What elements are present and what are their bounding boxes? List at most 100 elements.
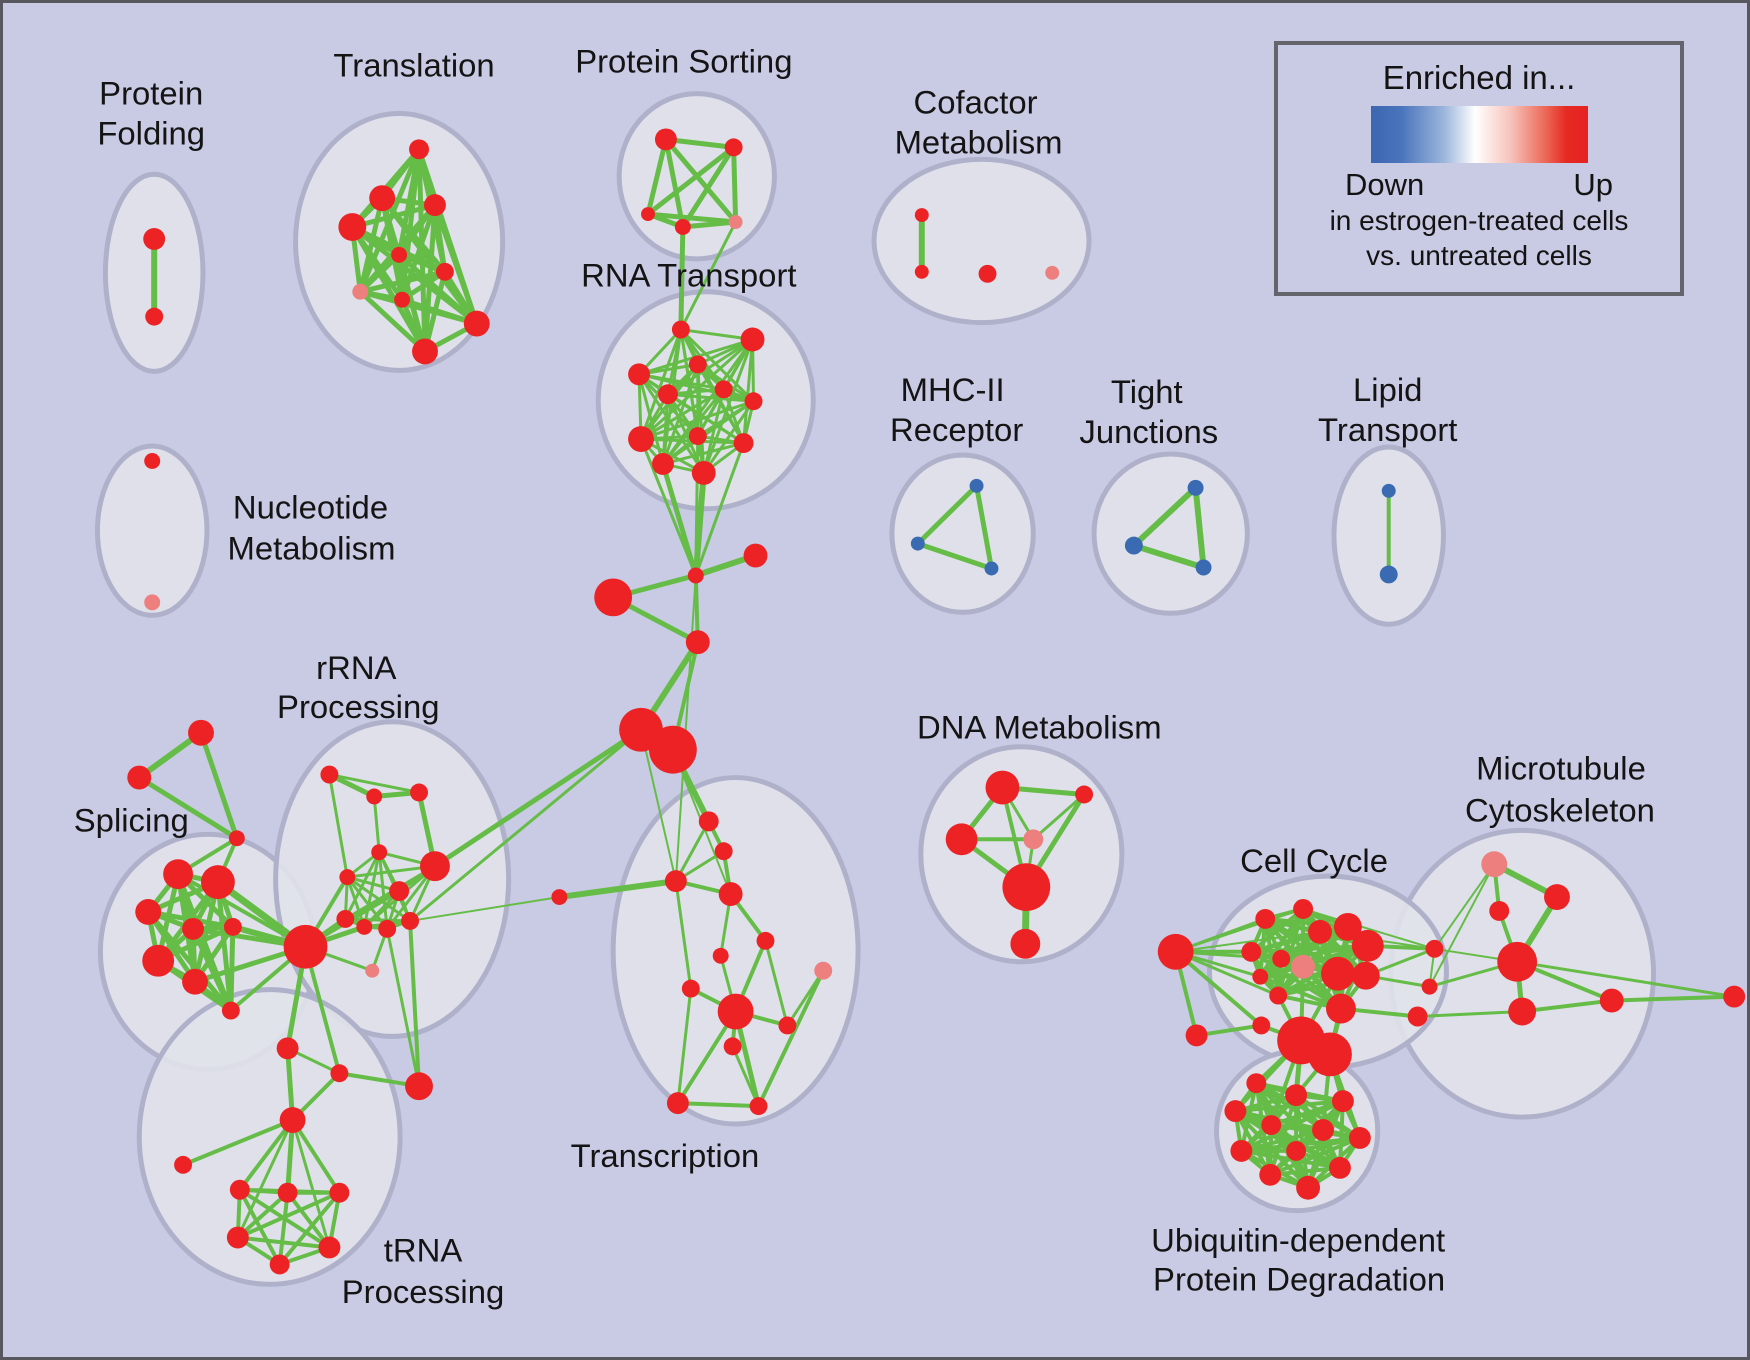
node-x9[interactable] — [778, 1016, 797, 1035]
node-r7[interactable] — [389, 881, 410, 902]
node-tj1[interactable] — [1187, 479, 1204, 496]
node-j3[interactable] — [1407, 1006, 1428, 1027]
node-cf1[interactable] — [914, 208, 929, 223]
node-ps4[interactable] — [674, 219, 691, 235]
node-x4[interactable] — [718, 882, 743, 906]
node-rt2[interactable] — [740, 327, 765, 352]
node-sp7[interactable] — [182, 968, 208, 995]
node-rt5[interactable] — [657, 384, 678, 405]
node-x11[interactable] — [666, 1092, 689, 1115]
node-rt6[interactable] — [714, 380, 733, 399]
node-cc2[interactable] — [1293, 899, 1314, 919]
node-rt12[interactable] — [691, 460, 716, 485]
node-r2[interactable] — [366, 788, 383, 805]
node-t5[interactable] — [391, 246, 408, 263]
node-u5[interactable] — [1261, 1115, 1282, 1135]
node-r8[interactable] — [336, 909, 355, 928]
node-r9[interactable] — [356, 918, 373, 935]
node-sp2[interactable] — [200, 865, 235, 900]
node-t2[interactable] — [369, 185, 396, 212]
node-u11[interactable] — [1259, 1163, 1282, 1186]
node-cf4[interactable] — [1045, 265, 1060, 280]
node-c4[interactable] — [685, 630, 710, 655]
node-j1[interactable] — [1425, 939, 1444, 958]
node-rt1[interactable] — [671, 320, 690, 339]
node-ps5[interactable] — [728, 215, 743, 229]
node-tr6[interactable] — [269, 1254, 290, 1275]
node-c2[interactable] — [743, 543, 768, 568]
node-t8[interactable] — [394, 291, 411, 308]
node-ps1[interactable] — [654, 128, 677, 151]
node-ps3[interactable] — [641, 207, 655, 222]
node-tr1[interactable] — [229, 1179, 250, 1200]
node-cc12[interactable] — [1252, 1016, 1271, 1035]
node-rt11[interactable] — [733, 433, 754, 454]
node-rt4[interactable] — [688, 355, 707, 374]
node-tr4[interactable] — [226, 1226, 249, 1249]
node-s2[interactable] — [127, 765, 152, 790]
node-cch2[interactable] — [1308, 1032, 1352, 1077]
node-mt3[interactable] — [1497, 941, 1538, 982]
node-n1[interactable] — [144, 453, 161, 469]
node-d1[interactable] — [985, 770, 1020, 805]
node-t7[interactable] — [352, 283, 369, 300]
node-r1[interactable] — [320, 765, 339, 784]
node-rt9[interactable] — [688, 427, 707, 446]
node-cc13[interactable] — [1326, 993, 1356, 1024]
node-cf3[interactable] — [978, 264, 997, 283]
node-r14[interactable] — [405, 1072, 433, 1101]
node-cc10[interactable] — [1351, 961, 1380, 990]
node-r13[interactable] — [330, 1064, 349, 1083]
node-mt1[interactable] — [1544, 884, 1570, 910]
node-r11[interactable] — [401, 911, 420, 930]
node-u6[interactable] — [1312, 1119, 1334, 1141]
node-cc9[interactable] — [1321, 956, 1355, 991]
node-ccp[interactable] — [1291, 954, 1316, 979]
node-r4[interactable] — [371, 844, 388, 861]
node-cc1[interactable] — [1255, 908, 1276, 929]
node-sp4[interactable] — [182, 917, 204, 940]
node-cc11[interactable] — [1269, 986, 1288, 1005]
node-mt5[interactable] — [1599, 988, 1624, 1013]
node-sp8[interactable] — [221, 1001, 240, 1020]
node-rt8[interactable] — [628, 426, 654, 453]
node-rt3[interactable] — [628, 363, 650, 386]
node-hub2[interactable] — [649, 725, 697, 774]
node-x5[interactable] — [756, 931, 775, 950]
node-rt10[interactable] — [651, 453, 674, 475]
node-u10[interactable] — [1328, 1156, 1351, 1179]
node-sp5[interactable] — [223, 917, 242, 936]
node-xj[interactable] — [551, 889, 568, 906]
node-t4[interactable] — [423, 194, 446, 217]
node-r5[interactable] — [339, 869, 356, 886]
node-x3[interactable] — [664, 870, 687, 893]
node-n2[interactable] — [144, 594, 161, 611]
node-mt4[interactable] — [1508, 997, 1537, 1026]
node-x12[interactable] — [749, 1097, 768, 1116]
node-cc8[interactable] — [1252, 968, 1269, 985]
node-pf2[interactable] — [145, 307, 164, 326]
node-u1[interactable] — [1246, 1073, 1267, 1094]
node-t1[interactable] — [338, 213, 367, 241]
node-lt1[interactable] — [1381, 483, 1396, 498]
node-t9[interactable] — [412, 338, 438, 365]
node-tr2[interactable] — [277, 1182, 298, 1203]
node-x10[interactable] — [723, 1037, 742, 1056]
node-ps2[interactable] — [724, 138, 743, 157]
node-cc6[interactable] — [1241, 941, 1262, 962]
node-r6[interactable] — [420, 851, 450, 882]
node-d4[interactable] — [1002, 863, 1051, 911]
node-cc3[interactable] — [1308, 919, 1332, 944]
node-lt2[interactable] — [1379, 565, 1398, 584]
node-x7[interactable] — [681, 979, 700, 998]
node-th[interactable] — [279, 1107, 306, 1133]
node-s1[interactable] — [188, 719, 214, 746]
node-mt6[interactable] — [1723, 985, 1746, 1008]
node-r12[interactable] — [276, 1037, 299, 1060]
node-u7[interactable] — [1348, 1127, 1371, 1149]
node-t10[interactable] — [463, 310, 490, 337]
node-u4[interactable] — [1224, 1100, 1247, 1123]
node-cc4[interactable] — [1333, 912, 1362, 941]
node-m1[interactable] — [969, 478, 984, 493]
node-tr3[interactable] — [329, 1182, 350, 1203]
